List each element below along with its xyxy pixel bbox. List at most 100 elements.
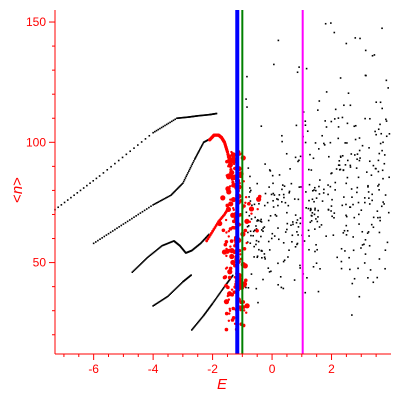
scatter-point (299, 267, 301, 269)
scatter-point (271, 174, 274, 177)
y-tick-label: 100 (26, 135, 46, 149)
scatter-point (308, 168, 310, 171)
scatter-point (310, 219, 313, 222)
red-cluster-point (227, 155, 232, 160)
black-curve-point (121, 156, 124, 159)
scatter-point (268, 169, 271, 171)
scatter-point (267, 267, 270, 269)
scatter-point (293, 279, 296, 281)
black-curve-point (198, 319, 201, 322)
scatter-point (297, 198, 300, 201)
scatter-point (367, 277, 369, 279)
black-curve-point (161, 298, 164, 301)
black-curve-point (188, 170, 190, 172)
scatter-point (256, 219, 259, 221)
scatter-point (315, 189, 317, 192)
black-curve-point (158, 300, 161, 303)
scatter-point (282, 287, 285, 290)
red-cluster-point (245, 311, 248, 314)
black-curve-point (158, 247, 160, 250)
red-cluster-point (225, 231, 228, 234)
scatter-point (310, 169, 313, 171)
black-curve-point (178, 284, 181, 286)
black-curve-point (125, 153, 128, 156)
scatter-point (334, 189, 336, 191)
scatter-point (352, 236, 354, 238)
scatter-point (349, 268, 351, 271)
black-curve-point (222, 287, 225, 289)
scatter-point (272, 206, 275, 208)
scatter-point (374, 167, 377, 170)
black-curve-point (186, 173, 188, 176)
scatter-point (373, 54, 376, 56)
black-curve-point (155, 129, 158, 132)
black-curve-point (118, 226, 120, 228)
scatter-point (285, 152, 288, 155)
black-curve-point (187, 172, 189, 174)
black-curve-point (194, 157, 197, 159)
scatter-point (385, 118, 387, 121)
scatter-point (349, 166, 352, 168)
black-curve-point (186, 116, 188, 119)
scatter-point (249, 242, 252, 245)
scatter-point (287, 256, 289, 258)
scatter-point (296, 242, 299, 245)
scatter-point (270, 237, 273, 240)
scatter-point (288, 191, 291, 194)
scatter-point (384, 267, 386, 270)
black-curve-point (213, 300, 216, 302)
scatter-point (308, 235, 310, 237)
scatter-point (277, 204, 279, 207)
red-cluster-point (227, 162, 233, 168)
scatter-point (314, 228, 316, 230)
scatter-point (378, 189, 380, 191)
scatter-point (377, 185, 379, 187)
red-cluster-point (250, 212, 253, 215)
red-cluster-point (229, 253, 235, 260)
scatter-point (361, 144, 364, 147)
scatter-point (260, 235, 262, 238)
red-cluster-point (230, 196, 237, 203)
black-curve-point (177, 117, 180, 119)
black-curve-point (124, 221, 127, 224)
red-cluster-point (242, 246, 247, 251)
scatter-point (263, 226, 266, 228)
scatter-point (298, 159, 300, 162)
black-curve-point (117, 159, 120, 162)
black-curve-point (161, 199, 163, 201)
scatter-point (248, 196, 250, 198)
black-curve-point (196, 322, 198, 325)
scatter-point (324, 22, 327, 25)
scatter-point (345, 182, 348, 185)
scatter-point (352, 249, 355, 252)
black-curve-point (168, 195, 171, 197)
black-curve-point (172, 290, 175, 292)
scatter-point (260, 229, 263, 231)
scatter-point (379, 219, 381, 222)
black-curve-point (109, 231, 112, 234)
black-curve-point (168, 242, 170, 244)
black-curve-point (135, 267, 138, 269)
black-curve-point (99, 238, 101, 241)
black-curve-point (202, 315, 204, 318)
scatter-point (377, 216, 379, 219)
black-curve-point (202, 114, 205, 117)
black-curve-point (160, 299, 163, 302)
red-cluster-point (231, 155, 236, 159)
scatter-point (310, 214, 313, 217)
scatter-point (321, 134, 323, 137)
scatter-point (334, 108, 337, 111)
black-curve-point (185, 116, 188, 119)
red-cluster-point (224, 311, 229, 316)
black-curve-point (159, 199, 162, 202)
red-cluster-point (225, 159, 229, 164)
scatter-point (354, 37, 357, 39)
black-curve-point (82, 187, 85, 189)
scatter-point (365, 171, 368, 173)
scatter-point (358, 159, 361, 162)
scatter-point (256, 182, 259, 185)
black-curve-point (208, 233, 210, 236)
red-cluster-point (220, 195, 226, 201)
scatter-point (253, 256, 255, 258)
